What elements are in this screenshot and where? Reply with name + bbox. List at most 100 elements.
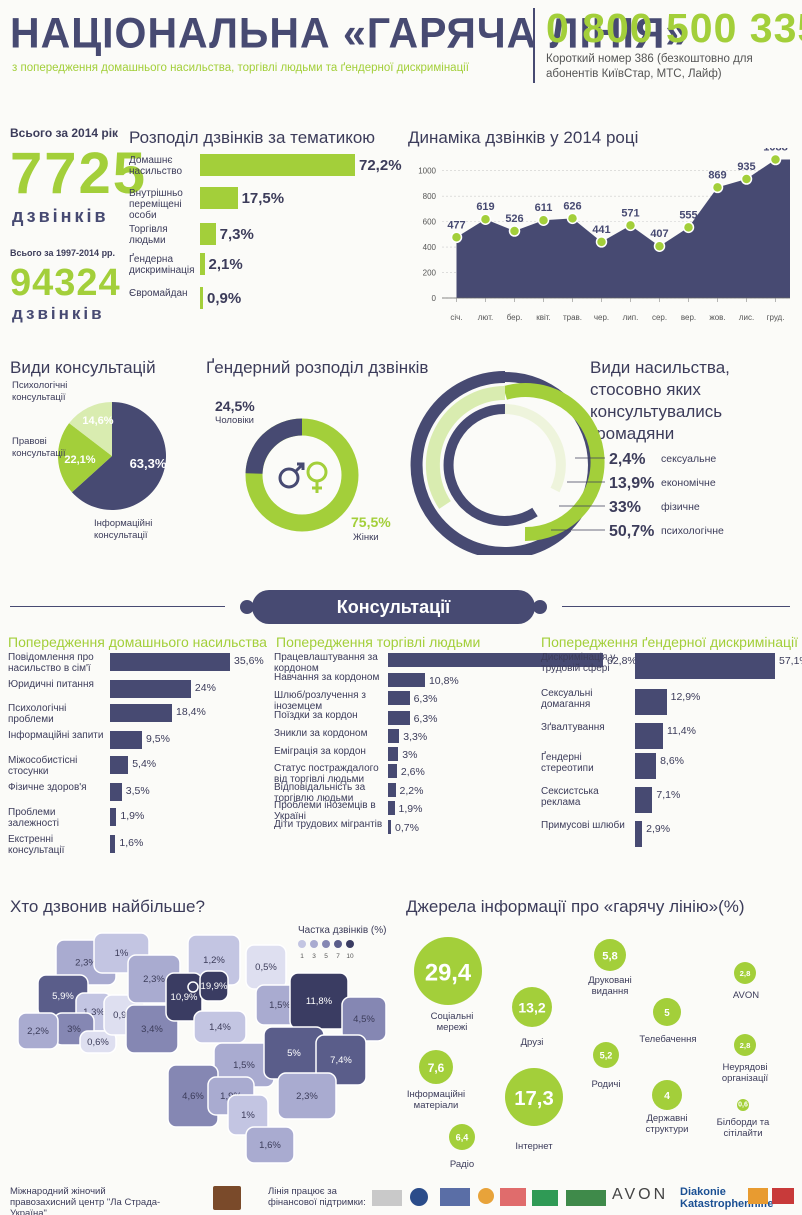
x-tick-label: лют. (478, 313, 494, 322)
source-bubble (734, 1034, 756, 1056)
data-label: 619 (476, 201, 494, 213)
map-region (79, 1030, 117, 1054)
bar-value: 18,4% (176, 706, 206, 718)
violence-value: 33% (609, 499, 641, 516)
data-label: 1088 (763, 148, 787, 154)
bar-rect (635, 753, 657, 779)
hotline-phone[interactable]: 0 800 500 335 (546, 5, 802, 51)
map-region-label: 1,4% (209, 1022, 231, 1033)
consult-types-pie: 63,3%22,1%14,6%ПсихологічніконсультаціїП… (12, 380, 167, 541)
bar-rect (110, 704, 173, 722)
bar-rect (110, 783, 122, 801)
topic-value: 17,5% (241, 190, 285, 207)
data-label: 555 (679, 209, 697, 221)
legend-tick: 3 (312, 953, 316, 960)
source-label: Радіо (450, 1159, 474, 1170)
bar-value: 2,6% (400, 766, 425, 778)
map-region (277, 1072, 337, 1120)
legend-swatch (310, 940, 318, 948)
y-tick-label: 0 (432, 294, 437, 303)
x-tick-label: вер. (681, 313, 696, 322)
source-bubble (652, 1080, 682, 1110)
map-region-label: 0,5% (255, 962, 277, 973)
map-region-label: 1,6% (259, 1140, 281, 1151)
violence-value: 2,4% (609, 451, 645, 468)
footer-support: Лінія працює за фінансової підтримки: (268, 1186, 368, 1208)
bar-label: Статус постраждалого від торгівлі людьми (274, 763, 379, 785)
bar-value: 8,6% (660, 755, 685, 767)
topic-label: Євромайдан (129, 288, 188, 299)
bar-rect (388, 691, 410, 705)
bar-label: Фізичне здоров'я (8, 782, 87, 793)
source-label: Родичі (592, 1079, 621, 1090)
sponsor-logo-8 (748, 1188, 768, 1204)
consult-banner: Консультації (252, 590, 535, 624)
sponsor-logo-2 (410, 1188, 428, 1206)
bar-label: Ґендерні стереотипи (541, 752, 594, 774)
map-region-label: 4,5% (353, 1014, 375, 1025)
legend-info: Інформаційні (94, 518, 152, 529)
violence-label: психологічне (661, 525, 724, 537)
bar-value: 3,3% (403, 731, 428, 743)
map-region-label: 5,9% (52, 991, 74, 1002)
source-label: Білборди та (717, 1117, 770, 1128)
legend-tick: 7 (336, 953, 340, 960)
bar-rect (388, 653, 603, 667)
bar-label: Зґвалтування (541, 722, 605, 733)
data-point (537, 214, 550, 226)
bar-label: Шлюб/розлучення з іноземцем (274, 690, 366, 712)
topic-value: 72,2% (359, 157, 402, 174)
bar-value: 62,8% (607, 655, 637, 667)
page-subtitle: з попередження домашнього насильства, то… (12, 62, 469, 74)
source-value: 0,6 (738, 1102, 748, 1109)
source-bubble (449, 1124, 475, 1150)
totals-block: Всього за 2014 рік 7725 дзвінків Всього … (10, 126, 145, 326)
lastrada-logo (213, 1186, 241, 1210)
bar-rect (388, 783, 396, 797)
data-point (653, 240, 666, 252)
dynamics-title: Динаміка дзвінків у 2014 році (408, 128, 639, 147)
source-bubble (512, 987, 552, 1027)
legend-swatch (322, 940, 330, 948)
consult-banner-text: Консультації (336, 596, 451, 617)
source-label: матеріали (414, 1100, 459, 1111)
source-value: 17,3 (514, 1088, 553, 1110)
y-tick-label: 200 (423, 269, 437, 278)
legend-legal: консультації (12, 448, 66, 459)
source-value: 2,8 (740, 1041, 751, 1050)
map-region-label: 0,9% (113, 1010, 135, 1021)
legend-tick: 1 (300, 953, 304, 960)
bar-label: Поїздки за кордон (274, 710, 358, 721)
male-icon (278, 467, 300, 489)
map-region (199, 970, 229, 1002)
violence-value: 50,7% (609, 523, 654, 540)
female-icon (306, 461, 328, 483)
dynamics-chart: 0 200 400 600 800 1000 477 січ. 619 лют. 526 бер. 61… (418, 148, 790, 322)
bar-label: Міжособистісні стосунки (8, 755, 78, 777)
pie-slice (69, 402, 112, 456)
bar-label: Повідомлення про насильство в сім'ї (8, 652, 94, 674)
gender-donut: 24,5%Чоловіки 75,5% Жінки (215, 398, 391, 543)
topic-bar (200, 187, 238, 209)
bar-label: Примусові шлюби (541, 820, 625, 831)
bar-rect (635, 689, 667, 715)
x-tick-label: жов. (709, 313, 725, 322)
bar-rect (110, 808, 117, 826)
sponsor-logo-4 (478, 1188, 494, 1204)
bar-rect (635, 821, 643, 847)
data-point (624, 219, 637, 232)
map-region-label: 10,9% (171, 992, 198, 1003)
map-region (245, 1126, 295, 1164)
violence-label: сексуальне (661, 453, 716, 465)
source-label: структури (646, 1124, 689, 1135)
bar-label: Сексуальні домагання (541, 688, 593, 710)
bar-label: Проблеми залежності (8, 807, 60, 829)
bar-rect (110, 731, 143, 749)
data-label: 441 (592, 224, 610, 236)
data-label: 611 (535, 202, 553, 214)
map-region (125, 1004, 179, 1054)
bar-label: Інформаційні запити (8, 730, 104, 741)
bar-value: 1,9% (398, 803, 423, 815)
male-icon-arrow (293, 462, 305, 474)
